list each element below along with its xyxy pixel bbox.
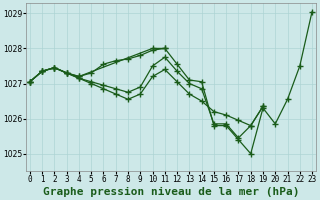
X-axis label: Graphe pression niveau de la mer (hPa): Graphe pression niveau de la mer (hPa)	[43, 187, 299, 197]
